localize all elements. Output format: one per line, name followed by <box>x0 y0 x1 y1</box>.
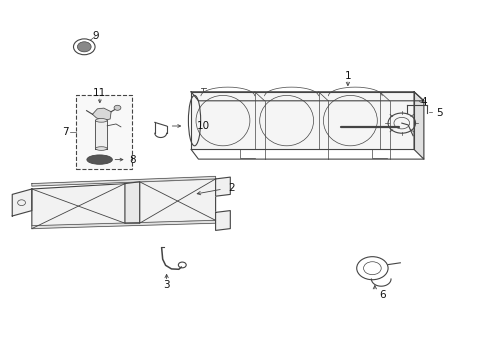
Circle shape <box>114 105 121 110</box>
Polygon shape <box>32 220 216 229</box>
Polygon shape <box>125 182 140 223</box>
Polygon shape <box>191 92 424 101</box>
Text: 2: 2 <box>228 183 235 193</box>
Text: 10: 10 <box>197 121 210 131</box>
Ellipse shape <box>96 118 107 122</box>
Text: 4: 4 <box>420 96 427 107</box>
Polygon shape <box>96 120 107 149</box>
Ellipse shape <box>87 155 112 164</box>
Circle shape <box>77 42 91 52</box>
Text: 1: 1 <box>344 71 351 81</box>
Polygon shape <box>32 184 125 229</box>
Polygon shape <box>414 92 424 159</box>
Ellipse shape <box>96 147 107 150</box>
Polygon shape <box>140 179 216 223</box>
FancyBboxPatch shape <box>76 95 132 169</box>
Text: 5: 5 <box>436 108 442 118</box>
Text: 6: 6 <box>379 290 386 300</box>
Polygon shape <box>191 92 414 149</box>
Text: 11: 11 <box>93 88 106 98</box>
Polygon shape <box>32 176 216 186</box>
Text: 8: 8 <box>130 154 136 165</box>
Polygon shape <box>12 189 32 216</box>
Polygon shape <box>216 211 230 230</box>
Polygon shape <box>93 108 111 120</box>
Text: 7: 7 <box>62 127 69 137</box>
Text: 9: 9 <box>92 31 99 41</box>
Text: 3: 3 <box>163 280 170 290</box>
Polygon shape <box>216 177 230 196</box>
